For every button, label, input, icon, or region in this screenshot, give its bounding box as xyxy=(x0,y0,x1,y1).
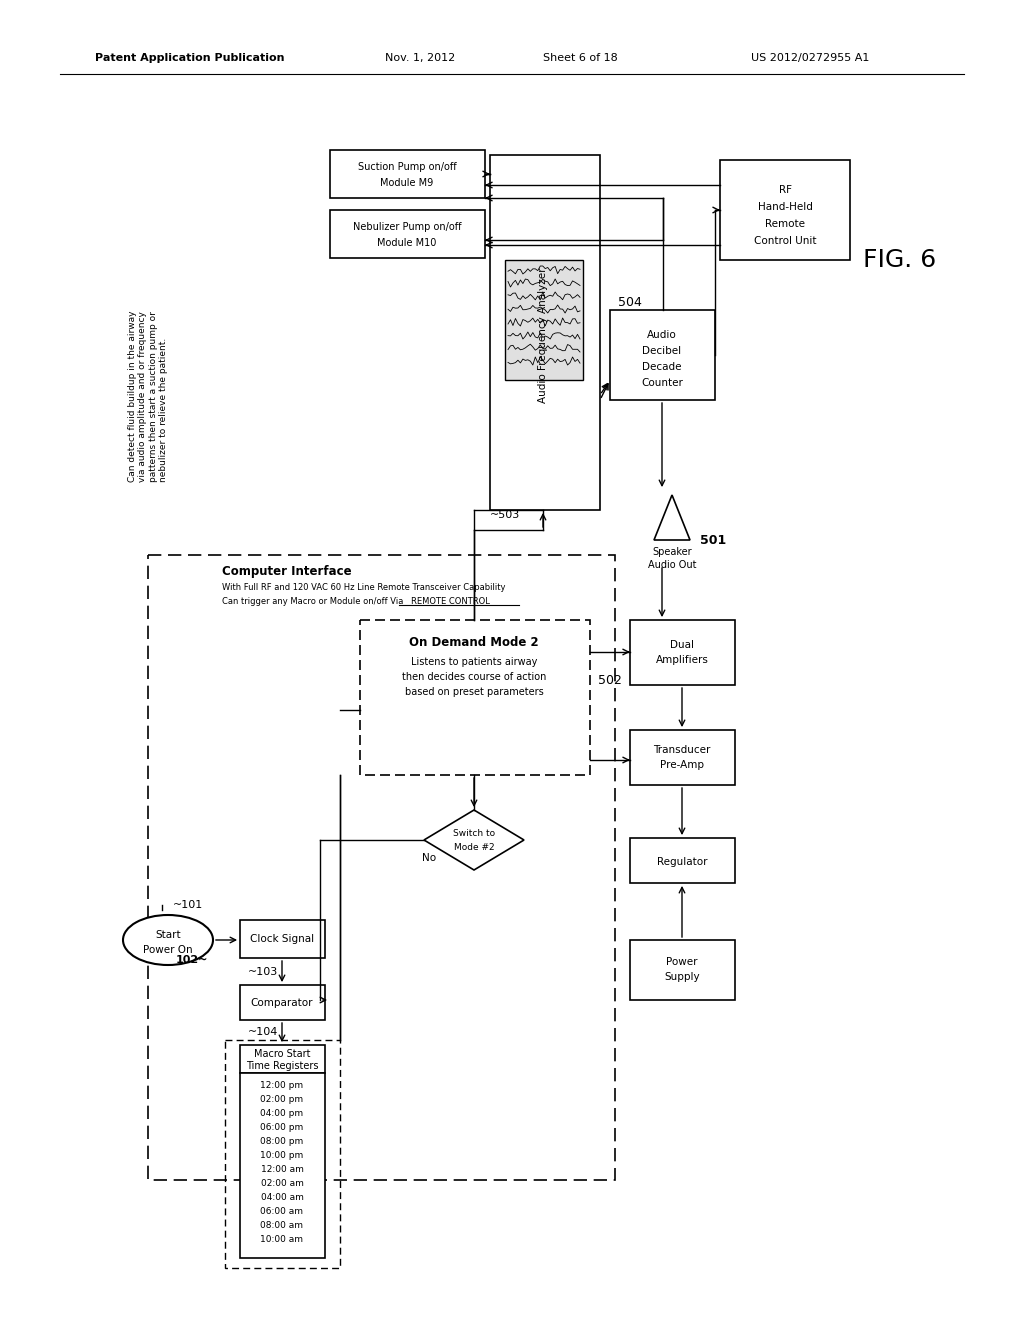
Text: Amplifiers: Amplifiers xyxy=(655,655,709,665)
Text: 02:00 am: 02:00 am xyxy=(260,1180,303,1188)
Text: then decides course of action: then decides course of action xyxy=(401,672,546,682)
Text: Hand-Held: Hand-Held xyxy=(758,202,812,213)
Text: 04:00 am: 04:00 am xyxy=(260,1193,303,1203)
Text: Regulator: Regulator xyxy=(656,857,708,867)
Text: Audio Frequency Analyzer: Audio Frequency Analyzer xyxy=(538,267,548,403)
Text: Decibel: Decibel xyxy=(642,346,682,356)
Text: Audio: Audio xyxy=(647,330,677,341)
Text: 12:00 pm: 12:00 pm xyxy=(260,1081,303,1090)
Text: ~101: ~101 xyxy=(173,900,203,909)
Bar xyxy=(630,940,735,1001)
Text: 08:00 pm: 08:00 pm xyxy=(260,1138,304,1147)
Text: Transducer: Transducer xyxy=(653,744,711,755)
Text: Pre-Amp: Pre-Amp xyxy=(660,760,705,770)
Text: Counter: Counter xyxy=(641,378,683,388)
Polygon shape xyxy=(654,495,690,540)
Polygon shape xyxy=(424,810,524,870)
Bar xyxy=(240,1045,325,1073)
Text: Remote: Remote xyxy=(765,219,805,228)
Text: Mode #2: Mode #2 xyxy=(454,842,495,851)
Text: Patent Application Publication: Patent Application Publication xyxy=(95,53,285,63)
Text: Time Registers: Time Registers xyxy=(246,1061,318,1071)
Text: No: No xyxy=(422,853,436,863)
Text: Macro Start: Macro Start xyxy=(254,1049,310,1059)
Bar xyxy=(330,150,485,198)
Text: 06:00 pm: 06:00 pm xyxy=(260,1123,304,1133)
Text: Sheet 6 of 18: Sheet 6 of 18 xyxy=(543,53,617,63)
Bar xyxy=(630,838,735,883)
Bar xyxy=(630,620,735,685)
Text: Speaker: Speaker xyxy=(652,546,692,557)
Text: Computer Interface: Computer Interface xyxy=(222,565,351,578)
Text: FIG. 6: FIG. 6 xyxy=(863,248,937,272)
Bar xyxy=(225,1040,340,1269)
Ellipse shape xyxy=(123,915,213,965)
Text: Control Unit: Control Unit xyxy=(754,236,816,246)
Bar xyxy=(360,620,590,775)
Text: 04:00 pm: 04:00 pm xyxy=(260,1110,303,1118)
Bar xyxy=(630,730,735,785)
Text: 502: 502 xyxy=(598,673,622,686)
Bar xyxy=(240,1073,325,1258)
Text: With Full RF and 120 VAC 60 Hz Line Remote Transceiver Capability: With Full RF and 120 VAC 60 Hz Line Remo… xyxy=(222,583,506,593)
Text: 12:00 am: 12:00 am xyxy=(260,1166,303,1175)
Bar xyxy=(240,920,325,958)
Text: US 2012/0272955 A1: US 2012/0272955 A1 xyxy=(751,53,869,63)
Text: Module M10: Module M10 xyxy=(377,238,436,248)
Text: 102~: 102~ xyxy=(176,954,208,965)
Text: Nebulizer Pump on/off: Nebulizer Pump on/off xyxy=(352,222,461,232)
Text: 08:00 am: 08:00 am xyxy=(260,1221,303,1230)
Text: Clock Signal: Clock Signal xyxy=(250,935,314,944)
Text: RF: RF xyxy=(778,185,792,195)
Bar xyxy=(720,160,850,260)
Bar xyxy=(240,985,325,1020)
Text: Decade: Decade xyxy=(642,362,682,372)
Text: Switch to: Switch to xyxy=(453,829,495,837)
Text: 501: 501 xyxy=(700,533,726,546)
Text: ~503: ~503 xyxy=(490,510,520,520)
Text: Power On: Power On xyxy=(143,945,193,954)
Text: Module M9: Module M9 xyxy=(380,178,433,187)
Text: 10:00 am: 10:00 am xyxy=(260,1236,303,1245)
Text: 504: 504 xyxy=(618,296,642,309)
Bar xyxy=(490,154,600,510)
Text: 06:00 am: 06:00 am xyxy=(260,1208,303,1217)
Text: ~103: ~103 xyxy=(248,968,279,977)
Bar xyxy=(148,554,615,1180)
Bar xyxy=(610,310,715,400)
Text: Comparator: Comparator xyxy=(251,998,313,1008)
Text: Can detect fluid buildup in the airway
via audio amplitude and or frequency
patt: Can detect fluid buildup in the airway v… xyxy=(128,310,168,482)
Text: Start: Start xyxy=(156,931,181,940)
Text: Can trigger any Macro or Module on/off Via: Can trigger any Macro or Module on/off V… xyxy=(222,597,406,606)
Text: Dual: Dual xyxy=(670,640,694,649)
Text: Audio Out: Audio Out xyxy=(648,560,696,570)
Text: 02:00 pm: 02:00 pm xyxy=(260,1096,303,1105)
Text: Nov. 1, 2012: Nov. 1, 2012 xyxy=(385,53,455,63)
Text: Listens to patients airway: Listens to patients airway xyxy=(411,657,538,667)
Text: Supply: Supply xyxy=(665,972,699,982)
Text: REMOTE CONTROL: REMOTE CONTROL xyxy=(411,597,489,606)
Text: ~104: ~104 xyxy=(248,1027,279,1038)
Bar xyxy=(330,210,485,257)
Text: based on preset parameters: based on preset parameters xyxy=(404,686,544,697)
Text: Power: Power xyxy=(667,957,697,968)
Text: On Demand Mode 2: On Demand Mode 2 xyxy=(410,636,539,649)
Text: Suction Pump on/off: Suction Pump on/off xyxy=(357,162,457,172)
Bar xyxy=(505,260,583,380)
Text: 10:00 pm: 10:00 pm xyxy=(260,1151,304,1160)
